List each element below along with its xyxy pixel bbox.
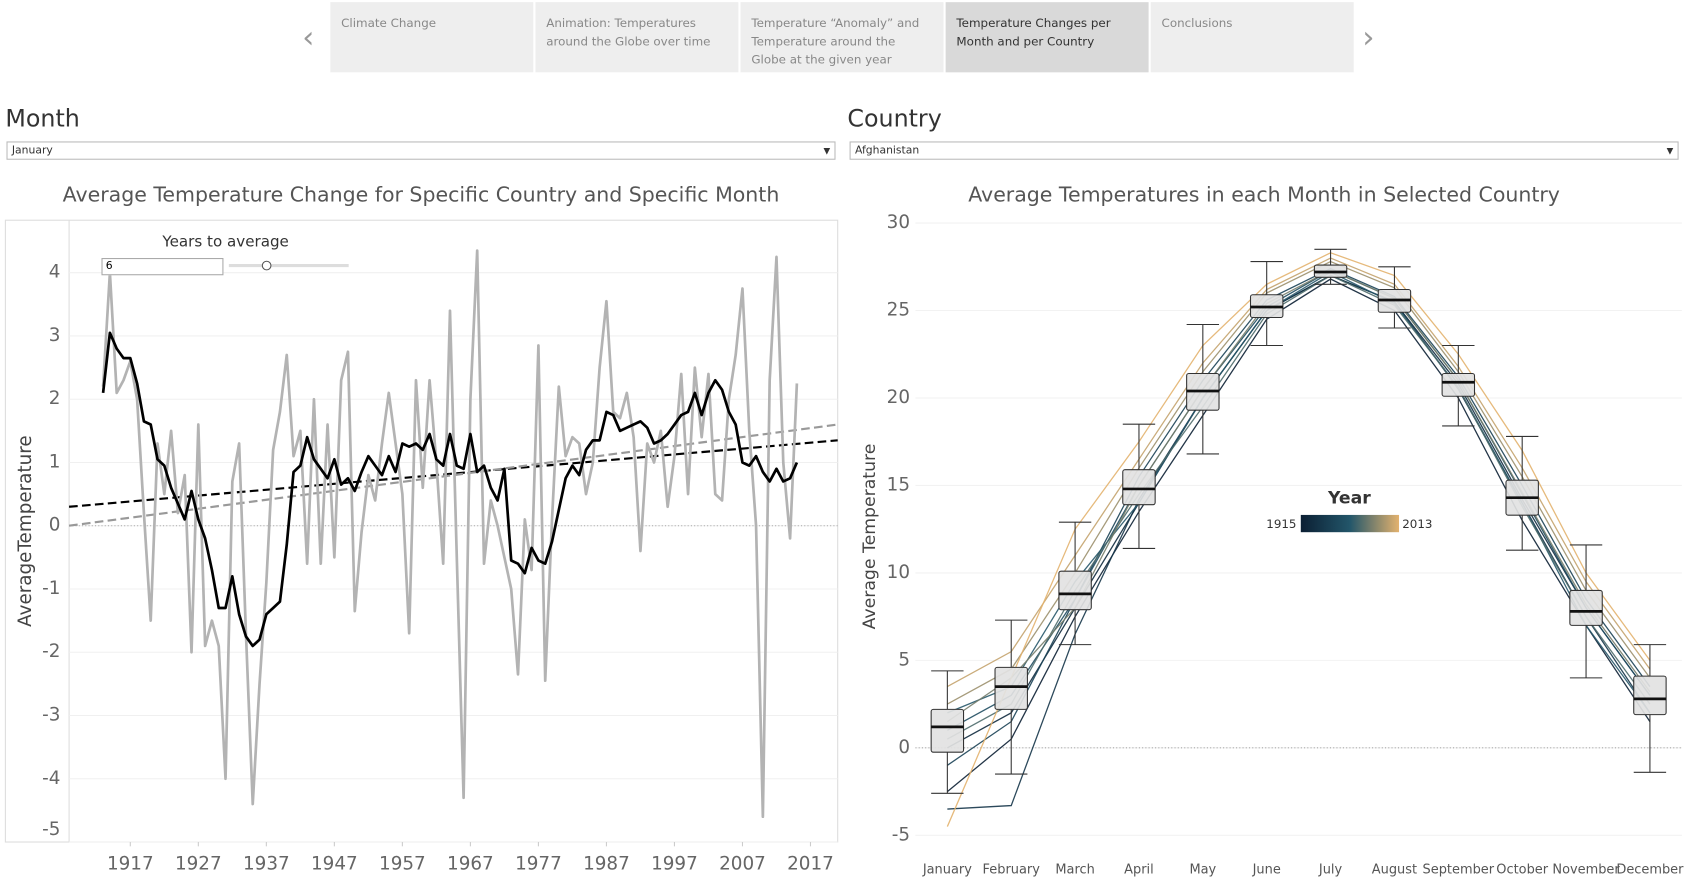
year-line (947, 274, 1651, 810)
x-tick-label: 1997 (651, 854, 698, 875)
y-tick-label: -2 (42, 641, 60, 662)
y-tick-label: 5 (898, 649, 910, 670)
box (930, 708, 965, 753)
y-tick-label: 25 (887, 300, 910, 321)
filter-label: Month (5, 105, 80, 133)
x-tick-label: January (922, 863, 972, 878)
x-tick-label: February (983, 863, 1041, 878)
year-line (947, 257, 1651, 688)
trend-line (68, 439, 838, 508)
prev-arrow[interactable]: ‹ (302, 19, 315, 56)
plot-frame (4, 219, 839, 843)
box (1441, 372, 1476, 397)
y-tick-label: 20 (887, 387, 910, 408)
x-tick-label: 1917 (107, 854, 154, 875)
slider-knob[interactable] (261, 260, 272, 271)
y-tick-label: -5 (892, 824, 910, 845)
y-tick-label: -1 (42, 578, 60, 599)
year-line (947, 274, 1651, 749)
next-arrow[interactable]: › (1362, 19, 1375, 56)
box (1058, 570, 1092, 611)
legend-ramp (1300, 514, 1400, 533)
dropdown-value: Afghanistan (854, 144, 920, 157)
box (994, 666, 1028, 710)
box (1569, 589, 1603, 626)
x-tick-label: December (1616, 863, 1684, 878)
y-tick-label: -5 (42, 819, 60, 840)
y-tick-label: 2 (49, 388, 61, 409)
filter-label: Country (847, 105, 942, 133)
x-tick-label: 1977 (515, 854, 562, 875)
year-line (946, 269, 1651, 723)
x-tick-label: 2017 (787, 854, 834, 875)
y-tick-label: -3 (42, 705, 60, 726)
legend-title: Year (1327, 489, 1371, 509)
y-tick-label: 3 (49, 325, 61, 346)
legend-min: 1915 (1266, 517, 1296, 531)
y-tick-label: 30 (887, 212, 910, 233)
box (1633, 675, 1667, 716)
y-tick-label: 10 (887, 562, 910, 583)
x-tick-label: 1957 (379, 854, 426, 875)
x-tick-label: August (1372, 863, 1417, 878)
box (1122, 469, 1156, 506)
story-tab[interactable]: Temperature Changes per Month and per Co… (945, 2, 1149, 73)
y-tick-label: 0 (49, 515, 61, 536)
x-tick-label: 1947 (311, 854, 358, 875)
y-tick-label: 4 (49, 262, 61, 283)
story-tab[interactable]: Climate Change (330, 2, 534, 73)
average-input[interactable]: 6 (101, 258, 224, 276)
month-dropdown[interactable]: January ▼ (6, 141, 836, 160)
y-tick-label: -4 (42, 768, 60, 789)
x-tick-label: 1927 (175, 854, 222, 875)
x-tick-label: 2007 (719, 854, 766, 875)
x-tick-label: October (1496, 863, 1548, 878)
story-tab[interactable]: Temperature “Anomaly” and Temperature ar… (740, 2, 944, 73)
y-tick-label: 0 (898, 737, 910, 758)
year-line (946, 252, 1651, 827)
control-label: Years to average (161, 232, 289, 250)
year-line (947, 269, 1651, 731)
x-tick-label: June (1252, 863, 1281, 878)
y-tick-label: 15 (887, 474, 910, 495)
story-tab[interactable]: Animation: Temperatures around the Globe… (535, 2, 739, 73)
x-tick-label: 1987 (583, 854, 630, 875)
year-line (947, 260, 1651, 705)
x-tick-label: March (1055, 863, 1094, 878)
y-axis-title: Average Temperature (860, 444, 880, 630)
chart-title: Average Temperatures in each Month in Se… (968, 182, 1560, 206)
chart-title: Average Temperature Change for Specific … (63, 182, 780, 206)
x-tick-label: April (1124, 863, 1154, 878)
x-tick-label: May (1189, 863, 1216, 878)
x-tick-label: July (1318, 863, 1343, 878)
x-tick-label: September (1423, 863, 1495, 878)
x-tick-label: 1967 (447, 854, 494, 875)
caret: ▼ (1666, 145, 1674, 156)
series-line (101, 249, 799, 819)
x-tick-label: 1937 (243, 854, 290, 875)
y-axis-title: AverageTemperature (15, 435, 36, 627)
x-tick-label: November (1552, 863, 1620, 878)
caret: ▼ (823, 145, 831, 156)
series-line (101, 331, 799, 648)
country-dropdown[interactable]: Afghanistan ▼ (849, 141, 1679, 160)
year-line (946, 278, 1651, 793)
story-tab[interactable]: Conclusions (1150, 2, 1354, 73)
dropdown-value: January (11, 144, 53, 157)
y-tick-label: 1 (49, 451, 61, 472)
legend-max: 2013 (1402, 517, 1432, 531)
